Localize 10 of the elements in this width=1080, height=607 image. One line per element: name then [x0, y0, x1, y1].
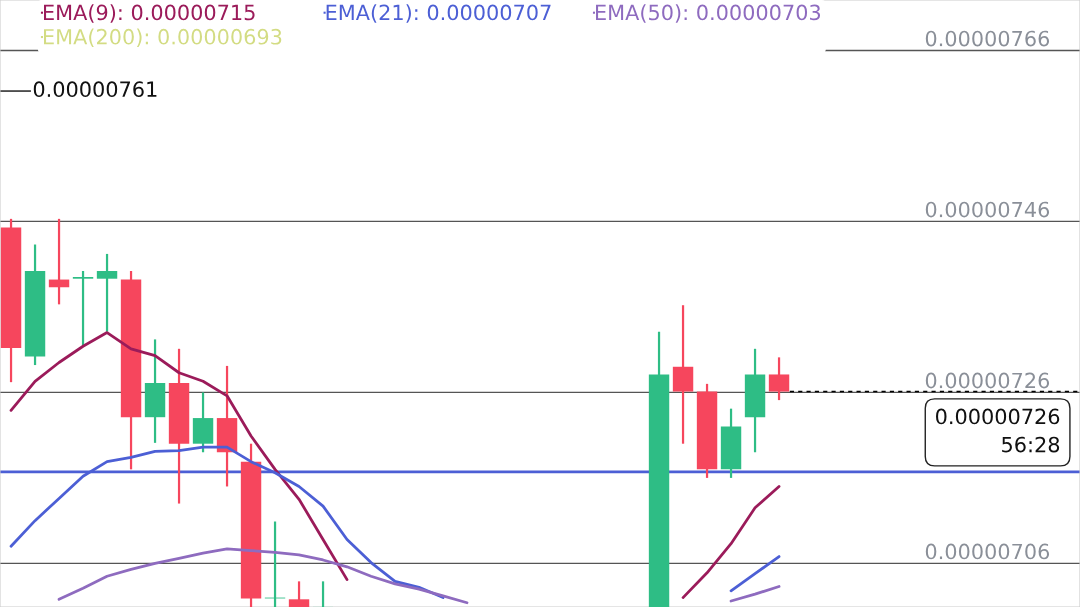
- ref-line-label: 0.00000726 56:28: [936, 408, 1060, 453]
- annotation: 0.00000761: [33, 81, 157, 98]
- legend-label: EMA(200): 0.00000693: [44, 28, 282, 48]
- legend-label: EMA(9): 0.00000715: [44, 4, 255, 23]
- legend-label: EMA(50): 0.00000703: [596, 4, 821, 23]
- y-tick-label: 0.00000706: [925, 543, 1050, 560]
- y-tick-label: 0.00000746: [925, 201, 1050, 218]
- legend-label: EMA(21): 0.00000707: [326, 4, 551, 23]
- y-tick-label: 0.00000766: [925, 30, 1050, 47]
- y-tick-label: 0.00000726: [925, 372, 1050, 389]
